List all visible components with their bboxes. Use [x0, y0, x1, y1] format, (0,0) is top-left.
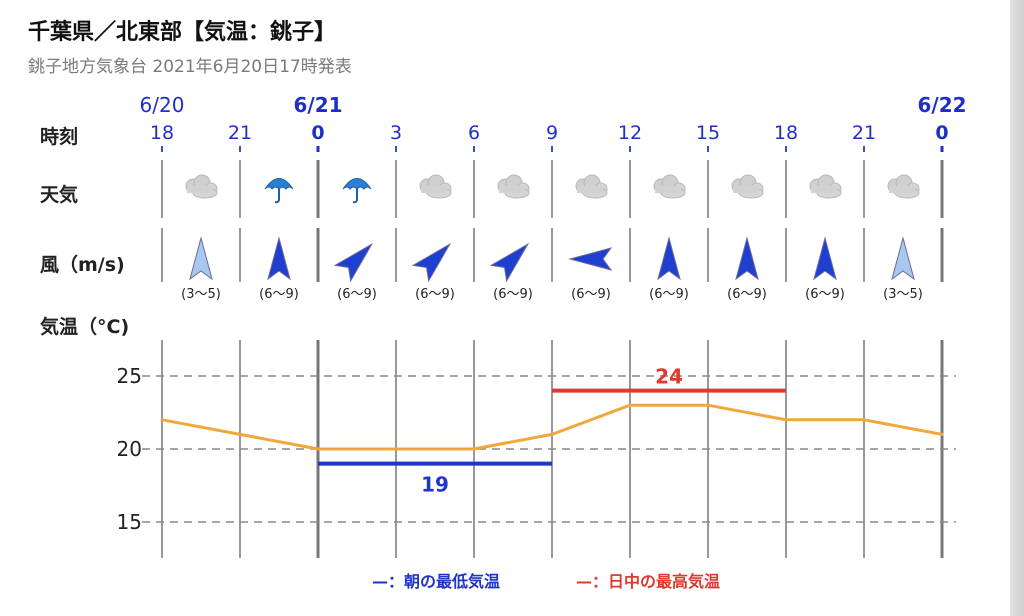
umbrella-icon — [342, 178, 372, 204]
legend-max-temp: —：日中の最高気温 — [576, 572, 721, 591]
temperature-point — [940, 432, 944, 436]
cloud-icon — [185, 174, 218, 199]
wind-speed-label: (6～9) — [571, 287, 611, 302]
max-temp-label: 24 — [655, 365, 683, 389]
wind-speed-label: (6～9) — [727, 287, 767, 302]
date-label: 6/22 — [917, 93, 966, 117]
temperature-point — [472, 447, 476, 451]
window-edge — [1010, 0, 1024, 616]
page-subtitle: 銚子地方気象台 2021年6月20日17時発表 — [28, 57, 352, 77]
cloud-icon — [653, 174, 686, 199]
wind-arrow-icon — [891, 236, 915, 281]
date-label: 6/20 — [140, 93, 185, 117]
time-row-label: 時刻 — [40, 126, 79, 148]
hour-label: 3 — [390, 122, 402, 144]
wind-arrow-icon — [189, 236, 213, 281]
hour-label: 21 — [228, 122, 252, 144]
cloud-icon — [809, 174, 842, 199]
min-temp-label: 19 — [421, 473, 449, 497]
wind-arrow-icon — [411, 242, 452, 283]
umbrella-icon — [264, 178, 294, 204]
cloud-icon — [575, 174, 608, 199]
legend-min-temp: —：朝の最低気温 — [372, 572, 501, 591]
wind-speed-label: (6～9) — [649, 287, 689, 302]
temperature-point — [394, 447, 398, 451]
wind-arrow-icon — [333, 242, 374, 283]
wind-speed-label: (6～9) — [805, 287, 845, 302]
wind-arrow-icon — [267, 236, 291, 281]
temp-row-label: 気温（°C) — [40, 316, 130, 338]
temperature-point — [628, 403, 632, 407]
hour-label: 6 — [468, 122, 480, 144]
wind-arrow-icon — [568, 247, 613, 271]
hour-label: 15 — [696, 122, 720, 144]
weather-row-label: 天気 — [40, 184, 79, 206]
cloud-icon — [887, 174, 920, 199]
wind-arrow-icon — [735, 236, 759, 281]
hour-label: 21 — [852, 122, 876, 144]
temperature-point — [862, 418, 866, 422]
y-tick-label: 25 — [117, 364, 142, 388]
wind-arrow-icon — [657, 236, 681, 281]
temperature-point — [784, 418, 788, 422]
cloud-icon — [419, 174, 452, 199]
wind-speed-label: (3～5) — [181, 287, 221, 302]
wind-speed-label: (6～9) — [337, 287, 377, 302]
wind-speed-label: (6～9) — [493, 287, 533, 302]
temperature-point — [550, 432, 554, 436]
hour-label: 18 — [774, 122, 798, 144]
hour-label: 18 — [150, 122, 174, 144]
wind-arrow-icon — [489, 242, 530, 283]
y-tick-label: 20 — [117, 437, 142, 461]
date-label: 6/21 — [293, 93, 342, 117]
hour-label: 0 — [311, 122, 324, 144]
wind-speed-label: (3～5) — [883, 287, 923, 302]
wind-speed-label: (6～9) — [415, 287, 455, 302]
hour-label: 9 — [546, 122, 558, 144]
cloud-icon — [731, 174, 764, 199]
temperature-point — [316, 447, 320, 451]
hour-label: 0 — [935, 122, 948, 144]
wind-row-label: 風（m/s) — [40, 254, 125, 276]
page-title: 千葉県／北東部【気温：銚子】 — [28, 20, 337, 45]
wind-arrow-icon — [813, 236, 837, 281]
temperature-point — [160, 418, 164, 422]
y-tick-label: 15 — [117, 510, 142, 534]
wind-speed-label: (6～9) — [259, 287, 299, 302]
temperature-point — [706, 403, 710, 407]
temperature-point — [238, 432, 242, 436]
cloud-icon — [497, 174, 530, 199]
hour-label: 12 — [618, 122, 642, 144]
